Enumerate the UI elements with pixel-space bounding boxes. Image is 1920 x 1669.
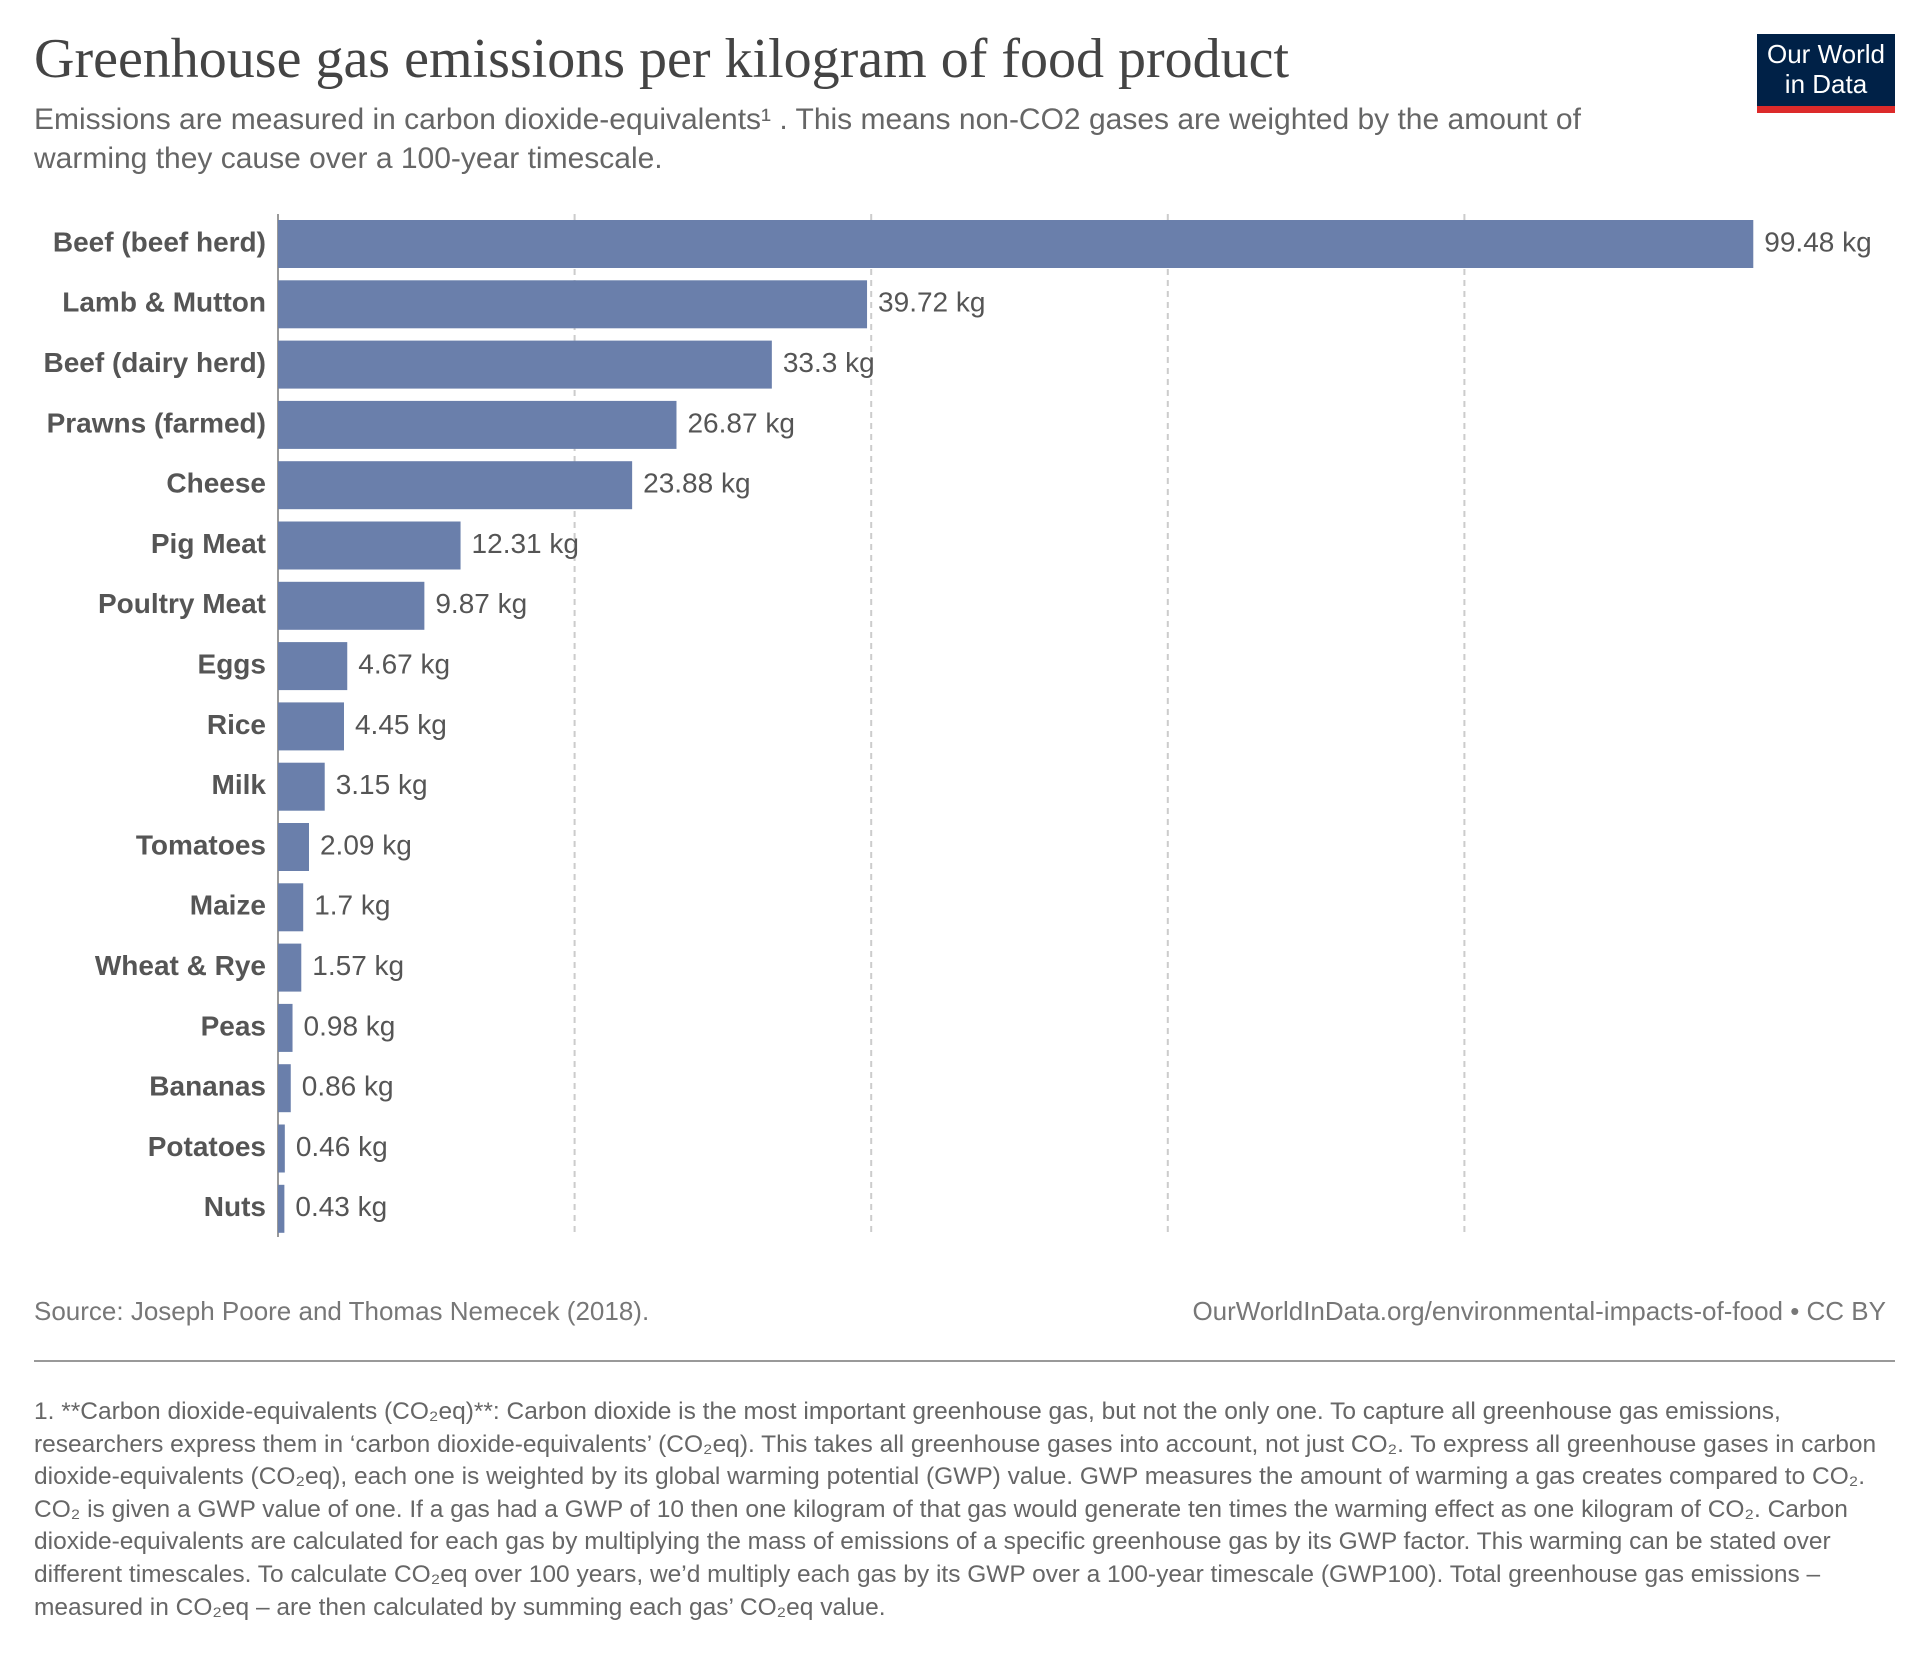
value-label: 33.3 kg <box>783 347 875 378</box>
chart-title: Greenhouse gas emissions per kilogram of… <box>34 28 1289 90</box>
y-tick-label: Pig Meat <box>151 528 266 559</box>
bar <box>278 521 461 570</box>
value-label: 4.67 kg <box>358 648 450 679</box>
value-label: 1.7 kg <box>314 890 390 921</box>
bar <box>278 762 325 811</box>
y-tick-label: Peas <box>201 1010 266 1041</box>
bar <box>278 823 309 871</box>
footnote: 1. **Carbon dioxide-equivalents (CO₂eq)*… <box>34 1398 1883 1621</box>
bar <box>278 943 302 992</box>
value-label: 0.86 kg <box>302 1071 394 1102</box>
y-tick-label: Potatoes <box>148 1131 266 1162</box>
value-label: 39.72 kg <box>878 287 985 318</box>
value-label: 0.98 kg <box>304 1010 396 1041</box>
subtitle: Emissions are measured in carbon dioxide… <box>34 103 1582 136</box>
bar <box>278 461 633 510</box>
y-tick-label: Wheat & Rye <box>95 950 266 981</box>
y-tick-label: Lamb & Mutton <box>62 287 266 318</box>
y-tick-label: Poultry Meat <box>98 588 266 619</box>
value-label: 3.15 kg <box>336 769 428 800</box>
value-label: 9.87 kg <box>435 588 527 619</box>
bar <box>278 1064 291 1113</box>
bar <box>278 340 772 389</box>
y-tick-label: Maize <box>190 890 266 921</box>
y-tick-label: Eggs <box>198 648 266 679</box>
value-label: 2.09 kg <box>320 829 412 860</box>
y-tick-label: Rice <box>207 709 266 740</box>
value-label: 4.45 kg <box>355 709 447 740</box>
url: OurWorldInData.org/environmental-impacts… <box>1192 1296 1886 1326</box>
bar <box>278 1184 285 1233</box>
bar <box>278 280 868 329</box>
value-label: 0.43 kg <box>295 1191 387 1222</box>
y-tick-label: Milk <box>212 769 267 800</box>
y-tick-label: Beef (beef herd) <box>53 226 266 257</box>
y-tick-label: Cheese <box>166 468 266 499</box>
value-label: 12.31 kg <box>472 528 579 559</box>
value-label: 0.46 kg <box>296 1131 388 1162</box>
y-tick-label: Prawns (farmed) <box>47 407 266 438</box>
source: Source: Joseph Poore and Thomas Nemecek … <box>34 1296 649 1326</box>
y-tick-label: Beef (dairy herd) <box>44 347 267 378</box>
bar <box>278 220 1754 268</box>
bar <box>278 400 677 449</box>
bar <box>278 883 304 932</box>
value-label: 99.48 kg <box>1764 226 1871 257</box>
subtitle: warming they cause over a 100-year times… <box>33 142 663 175</box>
y-tick-label: Tomatoes <box>136 829 266 860</box>
logo-bar <box>1757 106 1895 113</box>
logo-text: Our World <box>1767 39 1885 69</box>
y-tick-label: Bananas <box>149 1071 266 1102</box>
bar <box>278 1003 293 1052</box>
bar <box>278 642 348 691</box>
logo-box <box>1757 34 1895 106</box>
value-label: 23.88 kg <box>643 468 750 499</box>
value-label: 26.87 kg <box>687 407 794 438</box>
value-label: 1.57 kg <box>312 950 404 981</box>
bar <box>278 702 344 751</box>
bar <box>278 581 425 630</box>
bar <box>278 1124 285 1173</box>
y-tick-label: Nuts <box>204 1191 266 1222</box>
logo-text: in Data <box>1785 69 1868 99</box>
